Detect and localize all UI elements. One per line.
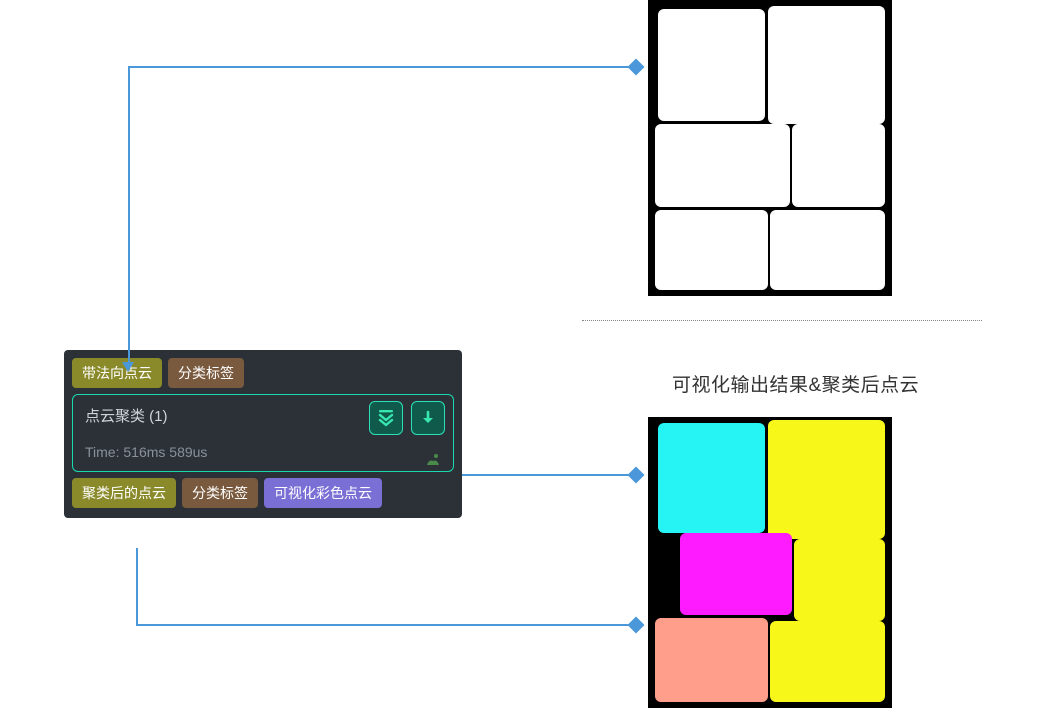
- double-chevron-down-icon: [377, 409, 395, 427]
- diamond-endpoint-icon: [628, 617, 645, 634]
- node-body: 点云聚类 (1) Time: 516ms 589us: [72, 394, 454, 472]
- pointcloud-block-colored: [655, 618, 767, 702]
- pointcloud-image-colored: [648, 417, 892, 708]
- pointcloud-block-colored: [768, 420, 885, 539]
- cloud-icon: [425, 453, 441, 465]
- tag[interactable]: 可视化彩色点云: [264, 478, 382, 508]
- output-label: 可视化输出结果&聚类后点云: [672, 370, 919, 397]
- expand-down-button[interactable]: [369, 401, 403, 435]
- pointcloud-block-colored: [770, 621, 885, 702]
- pointcloud-block: [655, 124, 789, 207]
- tag[interactable]: 带法向点云: [72, 358, 162, 388]
- download-button[interactable]: [411, 401, 445, 435]
- pointcloud-block-colored: [680, 533, 792, 614]
- connector-segment: [136, 624, 636, 626]
- pointcloud-block-colored: [794, 539, 884, 620]
- pointcloud-block: [770, 210, 885, 290]
- tag[interactable]: 聚类后的点云: [72, 478, 176, 508]
- diamond-endpoint-icon: [628, 59, 645, 76]
- tag[interactable]: 分类标签: [182, 478, 258, 508]
- connector-segment: [136, 548, 138, 624]
- pointcloud-block-colored: [658, 423, 765, 534]
- node-panel: 带法向点云分类标签 点云聚类 (1) Time: 516ms 589us: [64, 350, 462, 518]
- separator: [582, 320, 982, 321]
- icon-button-group: [369, 401, 445, 435]
- output-tag-row: 聚类后的点云分类标签可视化彩色点云: [72, 478, 454, 508]
- connector-segment: [128, 66, 636, 68]
- node-time: Time: 516ms 589us: [85, 444, 441, 460]
- pointcloud-block: [792, 124, 885, 207]
- download-arrow-icon: [420, 410, 436, 426]
- pointcloud-block: [768, 6, 885, 124]
- diamond-endpoint-icon: [628, 467, 645, 484]
- pointcloud-block: [655, 210, 767, 290]
- tag[interactable]: 分类标签: [168, 358, 244, 388]
- connector-segment: [462, 474, 636, 476]
- pointcloud-image-white: [648, 0, 892, 296]
- pointcloud-block: [658, 9, 765, 121]
- connector-segment: [128, 66, 130, 364]
